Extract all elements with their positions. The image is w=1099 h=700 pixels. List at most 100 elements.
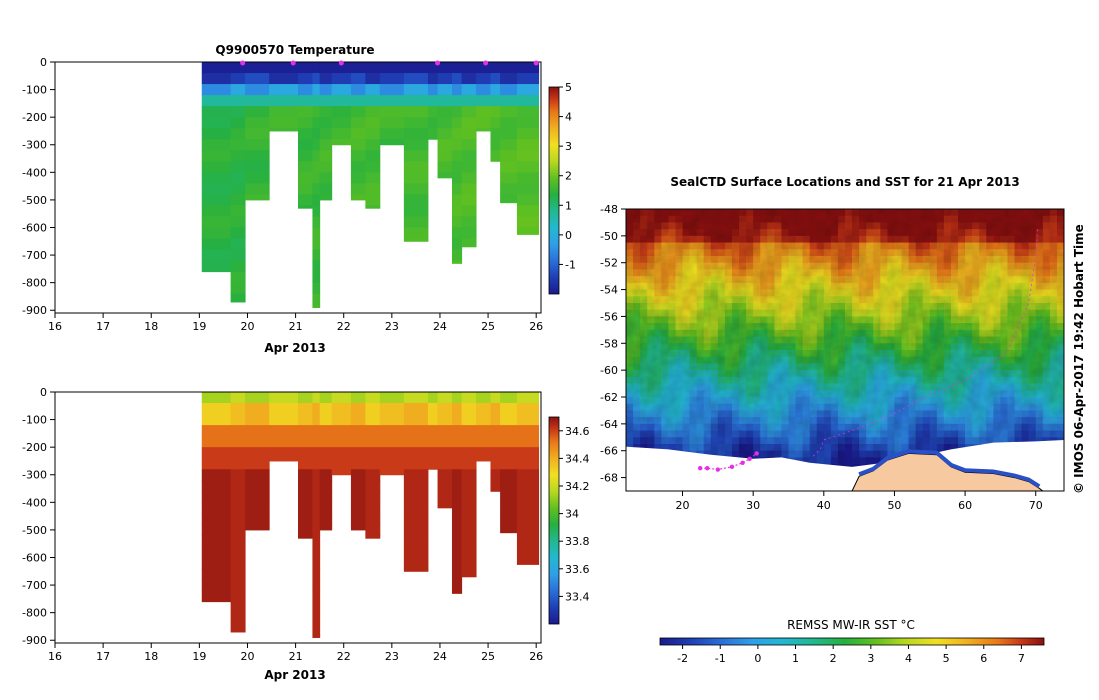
salinity-profile-cell — [245, 469, 270, 481]
temperature-profile-cell — [312, 194, 321, 206]
salinity-profile-cell — [230, 568, 246, 581]
temperature-profile-cell — [319, 139, 333, 151]
salinity-xtick-label: 18 — [144, 650, 158, 663]
salinity-profile-cell — [403, 480, 429, 492]
salinity-profile-cell — [245, 392, 270, 404]
temperature-profile-cell — [403, 205, 429, 217]
temperature-profile-cell — [451, 95, 463, 107]
temperature-profile-cell — [312, 293, 321, 306]
temperature-profile-cell — [516, 183, 540, 195]
sst-colorbar-tick-label: 5 — [943, 652, 950, 665]
salinity-profile-cell — [319, 513, 333, 525]
temperature-profile-cell — [312, 95, 321, 107]
temperature-profile-cell — [365, 150, 381, 162]
map-xtick-label: 60 — [958, 499, 972, 512]
temperature-colorbar-label: 5 — [565, 81, 572, 94]
salinity-profile-cell — [490, 447, 501, 459]
temperature-profile-cell — [201, 84, 232, 96]
salinity-profile-cell — [379, 458, 405, 470]
temperature-profile-cell — [500, 128, 518, 140]
salinity-profile-cell — [331, 436, 352, 448]
salinity-profile-cell — [245, 491, 270, 503]
temperature-profile-cell — [230, 95, 246, 107]
temperature-title: Q9900570 Temperature — [215, 43, 374, 57]
salinity-profile-cell — [312, 568, 321, 581]
temperature-profile-cell — [516, 62, 540, 74]
temperature-profile-cell — [379, 95, 405, 107]
salinity-profile-cell — [451, 403, 463, 415]
salinity-profile-cell — [350, 513, 366, 525]
salinity-profile-cell — [269, 458, 299, 462]
temperature-profile-cell — [516, 161, 540, 173]
temperature-profile-cell — [350, 62, 366, 74]
temperature-xtick-label: 22 — [337, 320, 351, 333]
temperature-profile-cell — [500, 183, 518, 195]
salinity-profile-cell — [230, 513, 246, 525]
salinity-profile-cell — [516, 535, 540, 547]
salinity-profile-cell — [230, 590, 246, 603]
salinity-profile-cell — [403, 502, 429, 514]
temperature-profile-cell — [451, 238, 463, 251]
salinity-profile-cell — [312, 623, 321, 636]
sst-colorbar-tick-label: 0 — [754, 652, 761, 665]
salinity-ytick-label: -300 — [22, 469, 47, 482]
salinity-profile-cell — [230, 447, 246, 459]
temperature-profile-cell — [269, 62, 299, 74]
salinity-profile-cell — [451, 546, 463, 558]
temperature-profile-cell — [245, 117, 270, 129]
temperature-profile-cell — [403, 73, 429, 85]
salinity-profile-cell — [319, 469, 333, 481]
temperature-profile-cell — [298, 161, 313, 173]
salinity-profile-cell — [461, 480, 477, 492]
salinity-profile-cell — [365, 502, 381, 514]
temperature-profile-cell — [437, 106, 453, 118]
surface-marker — [240, 60, 246, 66]
salinity-profile-cell — [403, 458, 429, 470]
temperature-profile-cell — [427, 84, 439, 96]
temperature-profile-cell — [319, 183, 333, 195]
salinity-profile-cell — [461, 535, 477, 547]
temperature-profile-cell — [461, 238, 477, 248]
temperature-profile-cell — [403, 139, 429, 151]
temperature-profile-cell — [461, 150, 477, 162]
salinity-profile-cell — [516, 502, 540, 514]
salinity-profile-cell — [201, 436, 232, 448]
temperature-profile-cell — [319, 106, 333, 118]
salinity-profile-cell — [365, 414, 381, 426]
salinity-ytick-label: -200 — [22, 441, 47, 454]
salinity-profile-cell — [230, 480, 246, 492]
salinity-profile-cell — [230, 524, 246, 536]
temperature-ytick-label: -400 — [22, 166, 47, 179]
copyright-label: © IMOS 06-Apr-2017 19:42 Hobart Time — [1072, 224, 1086, 494]
salinity-profile-cell — [201, 590, 232, 603]
temperature-profile-cell — [476, 95, 491, 107]
temperature-profile-cell — [437, 172, 453, 179]
temperature-profile-cell — [331, 117, 352, 129]
temperature-profile-cell — [461, 95, 477, 107]
salinity-profile-cell — [230, 579, 246, 592]
temperature-profile-cell — [461, 227, 477, 240]
salinity-profile-cell — [201, 557, 232, 570]
salinity-profile-cell — [245, 480, 270, 492]
temperature-profile-cell — [298, 117, 313, 129]
salinity-profile-cell — [427, 392, 439, 404]
salinity-xtick-label: 24 — [433, 650, 447, 663]
salinity-profile-cell — [245, 436, 270, 448]
salinity-profile-cell — [230, 392, 246, 404]
temperature-profile-cell — [516, 84, 540, 96]
salinity-profile-cell — [298, 513, 313, 525]
temperature-profile-cell — [476, 84, 491, 96]
salinity-profile-cell — [319, 502, 333, 514]
temperature-profile-cell — [230, 282, 246, 295]
temperature-profile-cell — [451, 172, 463, 184]
temperature-profile-cell — [403, 106, 429, 118]
salinity-profile-cell — [350, 425, 366, 437]
temperature-profile-cell — [461, 139, 477, 151]
temperature-profile-cell — [437, 117, 453, 129]
temperature-profile-cell — [516, 216, 540, 228]
temperature-profile-cell — [516, 194, 540, 206]
temperature-colorbar-label: 3 — [565, 140, 572, 153]
temperature-profile-cell — [437, 73, 453, 85]
map-ytick-label: -52 — [600, 257, 618, 270]
salinity-profile-cell — [365, 480, 381, 492]
